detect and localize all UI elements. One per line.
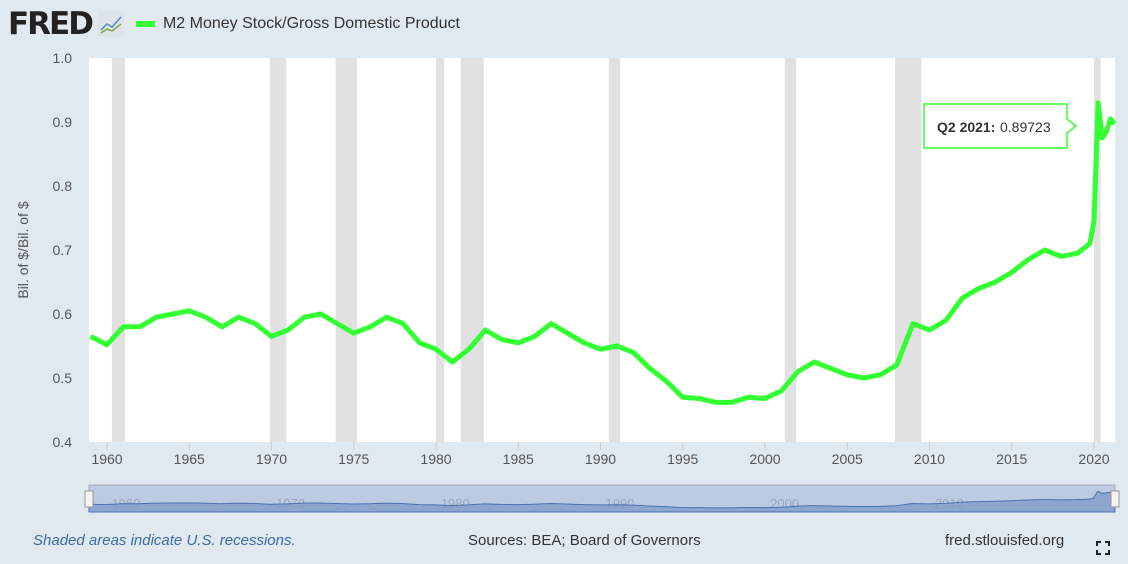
x-tick-label: 2020 [1078, 451, 1109, 467]
recession-band [784, 58, 797, 442]
tooltip-label: Q2 2021: [937, 119, 995, 135]
y-tick-label: 1.0 [53, 50, 73, 66]
x-tick-label: 1965 [174, 451, 205, 467]
tooltip-value: 0.89723 [1000, 119, 1051, 135]
recession-band [269, 58, 287, 442]
y-axis-label: Bil. of $/Bil. of $ [15, 201, 31, 298]
recession-note: Shaded areas indicate U.S. recessions. [33, 532, 296, 549]
y-tick-label: 0.9 [53, 114, 73, 130]
chart-logo-icon [97, 11, 124, 37]
x-tick-label: 1985 [503, 451, 534, 467]
x-tick-label: 1980 [420, 451, 451, 467]
navigator-handle-right[interactable] [1110, 490, 1120, 508]
recession-band [335, 58, 358, 442]
x-tick-label: 2000 [749, 451, 780, 467]
navigator-handle-left[interactable] [84, 490, 94, 508]
recession-band [436, 58, 445, 442]
recession-band [1094, 58, 1101, 442]
recession-band [111, 58, 126, 442]
x-tick-label: 2010 [914, 451, 945, 467]
y-tick-label: 0.5 [53, 370, 73, 386]
legend-item[interactable]: M2 Money Stock/Gross Domestic Product [135, 15, 460, 33]
recession-band [460, 58, 484, 442]
fred-logo[interactable]: FRED [8, 6, 94, 42]
navigator-series [88, 490, 1116, 513]
legend-label: M2 Money Stock/Gross Domestic Product [162, 15, 460, 32]
x-tick-label: 1970 [256, 451, 287, 467]
y-tick-label: 0.4 [53, 434, 73, 450]
x-tick-label: 1990 [585, 451, 616, 467]
series-line [89, 100, 1117, 405]
recession-band [894, 58, 922, 442]
y-tick-label: 0.7 [53, 242, 73, 258]
y-tick-label: 0.8 [53, 178, 73, 194]
sources: Sources: BEA; Board of Governors [468, 532, 701, 549]
fullscreen-icon[interactable] [1096, 541, 1110, 555]
x-tick-label: 1960 [91, 451, 122, 467]
recession-band [608, 58, 621, 442]
y-tick-label: 0.6 [53, 306, 73, 322]
x-tick-label: 2005 [832, 451, 863, 467]
x-tick-label: 2015 [996, 451, 1027, 467]
site-link[interactable]: fred.stlouisfed.org [945, 532, 1065, 549]
x-tick-label: 1975 [338, 451, 369, 467]
header: FRED M2 Money Stock/Gross Domestic Produ… [8, 6, 460, 42]
tooltip: Q2 2021: 0.89723 [923, 103, 1078, 149]
x-tick-label: 1995 [667, 451, 698, 467]
tooltip-box [923, 103, 1078, 149]
legend-swatch [135, 21, 155, 27]
